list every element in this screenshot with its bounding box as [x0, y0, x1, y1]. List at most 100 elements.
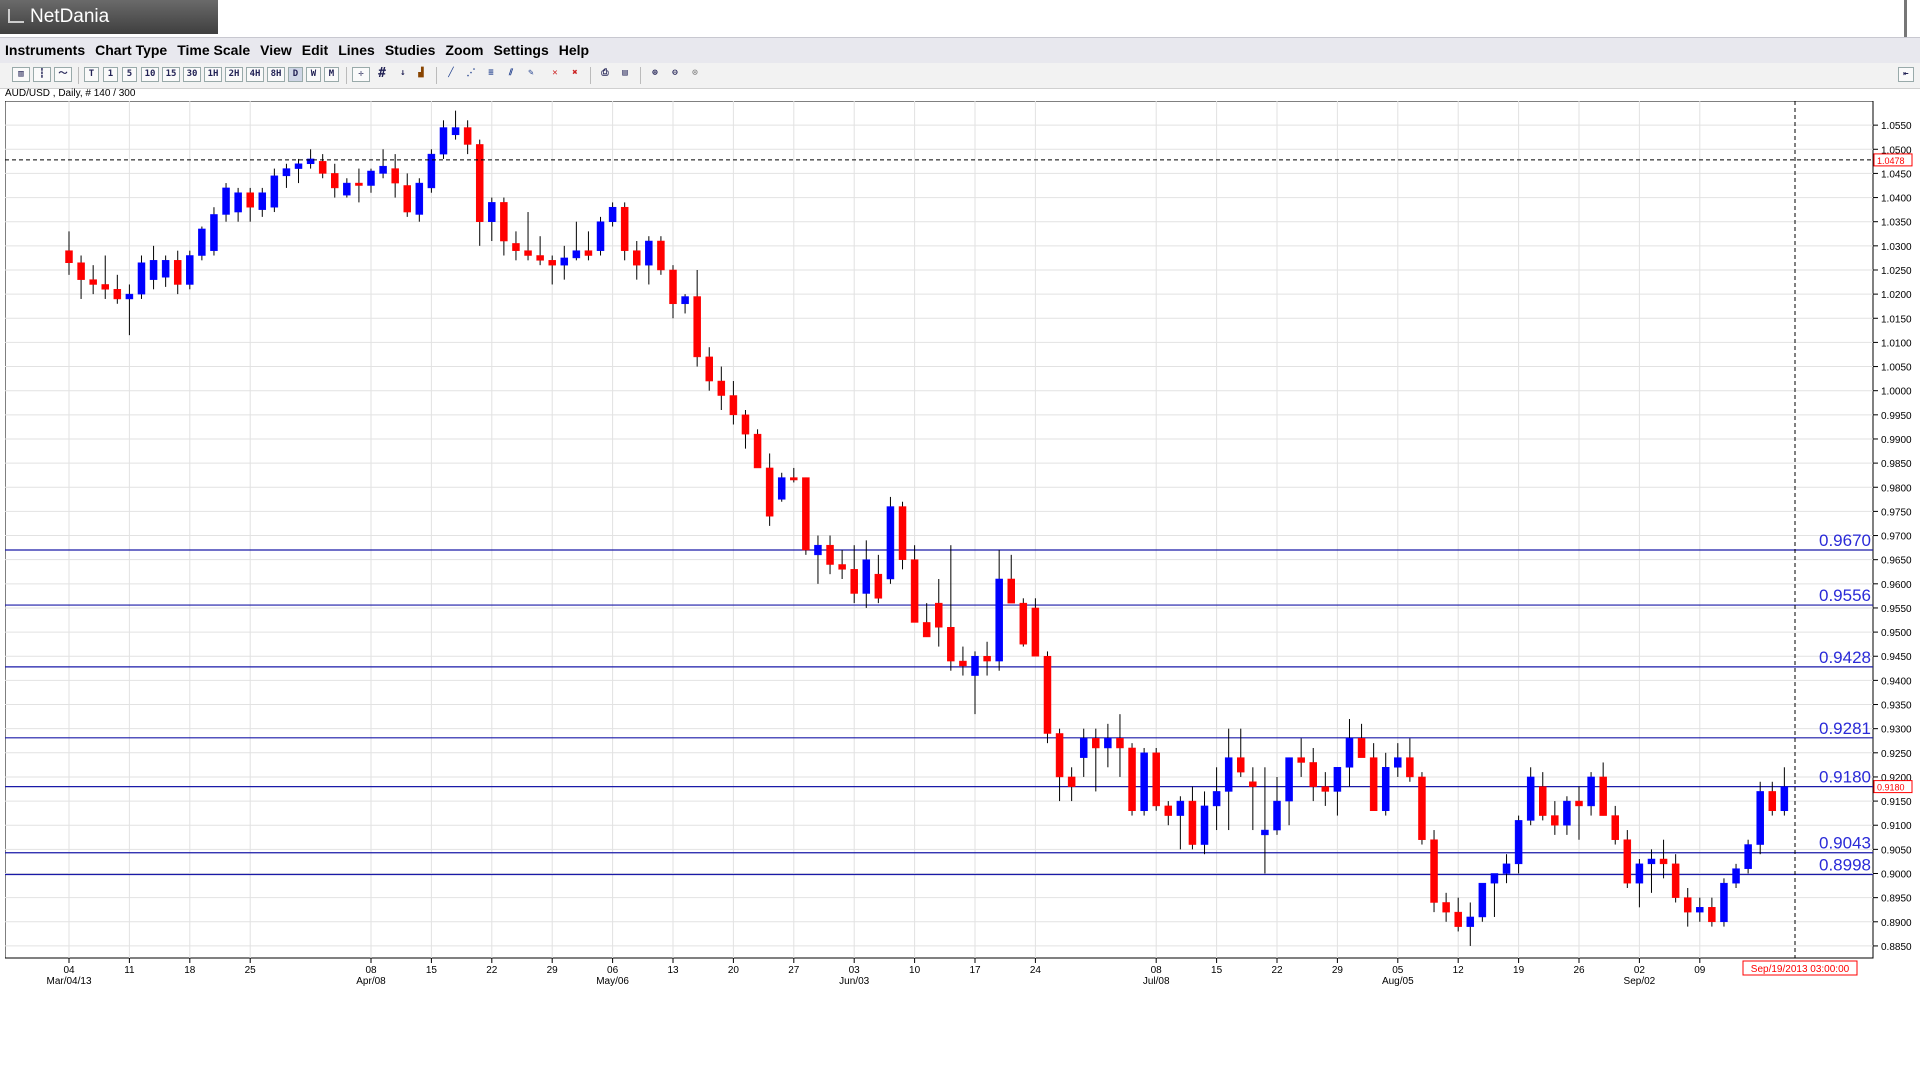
line-chart-icon[interactable]: 〜	[54, 67, 72, 82]
candle-up	[1285, 757, 1293, 802]
print-icon[interactable]: ⎙	[601, 68, 609, 78]
y-tick-label: 1.0500	[1881, 145, 1912, 156]
menu-help[interactable]: Help	[558, 42, 590, 58]
menu-zoom[interactable]: Zoom	[445, 42, 484, 58]
bar-chart-icon[interactable]: ▥	[12, 67, 30, 82]
delete-icon[interactable]: ✕	[552, 68, 558, 78]
y-axis: 0.8850 0.8900 0.8950 0.9000 0.9050 0.9100 0.91…	[1873, 121, 1912, 953]
y-tick-label: 0.9000	[1881, 870, 1912, 881]
y-tick-label: 0.9850	[1881, 459, 1912, 470]
x-tick-label: 08	[1151, 965, 1163, 976]
timescale-1[interactable]: 1	[103, 67, 118, 82]
x-tick-label: 24	[1030, 965, 1042, 976]
candle-up	[1394, 757, 1402, 768]
volume-icon[interactable]: ▟	[418, 68, 424, 78]
candle-down	[1357, 738, 1366, 758]
candle-down	[765, 467, 774, 517]
candle-up	[1478, 882, 1487, 918]
menu-chart-type[interactable]: Chart Type	[95, 42, 168, 58]
candle-down	[802, 477, 810, 551]
menu-lines[interactable]: Lines	[338, 42, 375, 58]
cursor-time-text: Sep/19/2013 03:00:00	[1751, 964, 1850, 975]
candle-down	[947, 627, 955, 662]
expand-icon[interactable]: ⇤	[1898, 67, 1914, 82]
candle-up	[488, 202, 496, 222]
level-label: 0.9043	[1819, 834, 1871, 853]
y-tick-label: 0.9550	[1881, 604, 1912, 615]
candlestick-chart[interactable]: 0.9670 0.9556 0.9428 0.9281 0.9180 0.9043 0.89…	[4, 100, 1915, 991]
toolbar: ▥ ┇ 〜 T 1 5 10 15 30 1H 2H 4H 8H D W M ✛…	[0, 63, 1920, 89]
timescale-monthly[interactable]: M	[324, 67, 339, 82]
x-tick-label: 13	[667, 965, 679, 976]
y-tick-label: 0.9300	[1881, 725, 1912, 736]
candle-down	[729, 395, 738, 416]
timescale-4h[interactable]: 4H	[246, 67, 264, 82]
timescale-2h[interactable]: 2H	[225, 67, 243, 82]
candle-up	[1104, 738, 1112, 749]
zoom-out-icon[interactable]: ⊖	[672, 68, 678, 78]
cursor-time-tag	[1742, 960, 1858, 976]
crosshair-icon[interactable]: ✛	[352, 67, 370, 82]
candle-up	[1526, 776, 1535, 821]
print-preview-icon[interactable]: ▤	[622, 68, 628, 78]
candle-down	[1539, 786, 1547, 816]
candle-up	[1635, 863, 1644, 884]
candle-down	[1043, 655, 1052, 734]
chart-area[interactable]: 0.9670 0.9556 0.9428 0.9281 0.9180 0.9043 0.89…	[4, 100, 1915, 996]
window-edge	[1904, 0, 1916, 40]
magic-line-icon[interactable]: ✎	[528, 68, 534, 78]
menu-instruments[interactable]: Instruments	[5, 42, 86, 58]
x-tick-label: 04	[63, 965, 75, 976]
x-tick-label: 10	[909, 965, 921, 976]
timescale-1h[interactable]: 1H	[204, 67, 222, 82]
candle-up	[1261, 829, 1269, 836]
delete-all-icon[interactable]: ✖	[572, 68, 578, 78]
fan-line-icon[interactable]: ⋰	[466, 68, 476, 78]
candle-down	[1671, 863, 1680, 898]
grid-icon[interactable]: #	[378, 66, 386, 81]
y-tick-label: 1.0550	[1881, 121, 1912, 132]
trend-line-icon[interactable]: ╱	[448, 68, 454, 78]
candle-up	[149, 260, 158, 280]
timescale-30[interactable]: 30	[183, 67, 201, 82]
candle-up	[306, 158, 315, 165]
menu-studies[interactable]: Studies	[384, 42, 436, 58]
plot-border	[4, 100, 1874, 959]
y-tick-label: 1.0350	[1881, 218, 1912, 229]
timescale-daily[interactable]: D	[288, 67, 303, 82]
x-tick-label: 17	[969, 965, 981, 976]
menu-time-scale[interactable]: Time Scale	[177, 42, 251, 58]
zoom-in-icon[interactable]: ⊕	[652, 68, 658, 78]
candle-down	[850, 569, 858, 594]
timescale-10[interactable]: 10	[141, 67, 159, 82]
level-label: 0.9428	[1819, 648, 1871, 667]
y-tick-label: 0.9800	[1881, 483, 1912, 494]
candle-up	[1381, 767, 1390, 811]
candle-down	[874, 573, 883, 599]
arrow-down-icon[interactable]: ↓	[400, 68, 406, 78]
timescale-tick[interactable]: T	[84, 67, 99, 82]
timescale-8h[interactable]: 8H	[267, 67, 285, 82]
y-tick-label: 0.9050	[1881, 845, 1912, 856]
menu-edit[interactable]: Edit	[301, 42, 329, 58]
timescale-weekly[interactable]: W	[306, 67, 321, 82]
candle-down	[1067, 776, 1076, 787]
x-tick-label: 25	[245, 965, 257, 976]
zoom-reset-icon[interactable]: ⊙	[692, 68, 698, 78]
level-label: 0.8998	[1819, 855, 1871, 874]
fibonacci-icon[interactable]: ≡	[488, 68, 494, 78]
candle-chart-icon[interactable]: ┇	[33, 67, 51, 82]
menu-bar: Instruments Chart Type Time Scale View Edit L…	[0, 37, 1920, 64]
x-tick-label: 15	[1211, 965, 1223, 976]
x-tick-label: 22	[486, 965, 498, 976]
candle-up	[1079, 738, 1088, 758]
y-tick-label: 0.9400	[1881, 676, 1912, 687]
timescale-15[interactable]: 15	[162, 67, 180, 82]
candle-up	[1490, 873, 1499, 884]
channel-icon[interactable]: ⫽	[508, 68, 513, 78]
menu-settings[interactable]: Settings	[493, 42, 549, 58]
candle-down	[331, 173, 339, 189]
timescale-5[interactable]: 5	[122, 67, 137, 82]
candle-down	[1418, 776, 1426, 840]
menu-view[interactable]: View	[260, 42, 292, 58]
